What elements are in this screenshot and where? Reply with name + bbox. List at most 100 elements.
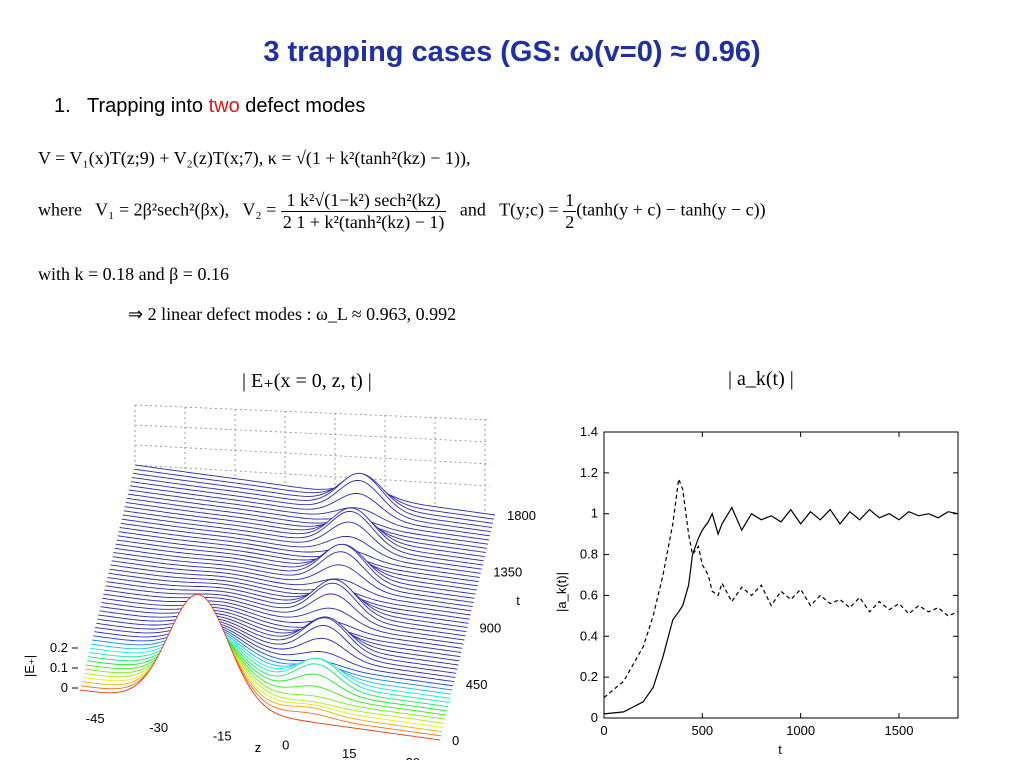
waterfall-line	[108, 572, 469, 624]
z-tick-label: -15	[213, 729, 232, 744]
waterfall-line	[81, 607, 443, 733]
waterfall-line	[95, 621, 456, 678]
t-numerator: 1	[563, 190, 577, 212]
waterfall-fill	[114, 544, 475, 599]
waterfall-line	[134, 464, 496, 516]
waterfall-fill	[117, 535, 478, 586]
equation-with-line: with k = 0.18 and β = 0.16	[38, 264, 229, 284]
y-tick-label: 1	[591, 506, 598, 521]
waterfall-line	[107, 577, 468, 628]
waterfall-line	[87, 625, 448, 712]
waterfall-fill	[119, 527, 480, 578]
bullet-text-before: Trapping into	[87, 95, 209, 117]
bullet-highlight: two	[208, 95, 240, 117]
waterfall-line	[111, 560, 472, 612]
z-tick-label: 30	[406, 755, 420, 760]
series-solid-line	[603, 506, 959, 715]
bullet-item: 1. Trapping into two defect modes	[54, 95, 365, 118]
right-plot-label: | a_k(t) |	[728, 368, 794, 390]
waterfall-line	[125, 502, 486, 553]
grid-line	[134, 404, 491, 421]
equation-result-line: ⇒ 2 linear defect modes : ω_L ≈ 0.963, 0…	[128, 304, 457, 324]
bullet-text-after: defect modes	[239, 95, 366, 117]
waterfall-line	[83, 613, 444, 728]
t-tick-label: 900	[480, 621, 502, 636]
series-dashed-line	[603, 478, 959, 699]
t-tick-label: 0	[452, 733, 459, 748]
slide-title: 3 trapping cases (GS: ω(v=0) ≈ 0.96)	[263, 36, 761, 68]
waterfall-line	[106, 578, 467, 633]
t-tick-label: 1350	[493, 564, 522, 579]
waterfall-fill	[113, 551, 474, 603]
t-rhs: (tanh(y + c) − tanh(y − c))	[576, 199, 766, 220]
and-label: and	[459, 199, 486, 220]
waterfall-line	[80, 601, 442, 737]
waterfall-line	[99, 610, 460, 662]
y-tick-label: 0	[591, 710, 598, 725]
chart-xlabel: t	[778, 742, 782, 757]
v1-formula: V₁ = 2β²sech²(βx),	[95, 199, 230, 220]
t-denominator: 2	[565, 212, 575, 232]
waterfall-line	[91, 626, 452, 695]
waterfall-line	[103, 593, 464, 645]
waterfall-line	[123, 507, 484, 562]
y-tick-label: 1.2	[580, 465, 598, 480]
waterfall-line	[105, 582, 466, 637]
t-tick-label: 1800	[507, 508, 536, 523]
waterfall-line	[109, 568, 470, 620]
waterfall-line	[96, 619, 457, 674]
waterfall-line	[104, 589, 465, 641]
waterfall-grid	[134, 404, 491, 514]
waterfall-line	[121, 518, 482, 570]
waterfall-line	[114, 543, 475, 599]
z-axis-label: z	[255, 740, 262, 755]
waterfall-line	[124, 506, 485, 558]
v2-fraction: 1 k²√(1−k²) sech²(kz) 2 1 + k²(tanh²(kz)…	[280, 190, 447, 233]
waterfall-line	[88, 626, 449, 708]
chart-ylabel: |a_k(t)|	[554, 572, 569, 612]
waterfall-line	[100, 606, 461, 658]
waterfall-plot: -45 -30 -15 0 15 30 z 0 450 900 1350 1800 t 0 0.1 0.2 |E…	[22, 404, 536, 760]
waterfall-line	[119, 527, 480, 578]
waterfall-line	[102, 597, 463, 649]
waterfall-line	[113, 551, 474, 603]
waterfall-line	[120, 522, 481, 574]
waterfall-fill	[120, 523, 481, 574]
waterfall-line	[97, 617, 458, 670]
waterfall-fill	[108, 573, 469, 624]
z-tick-label: -45	[86, 711, 105, 726]
y-tick-label: 0.4	[580, 628, 598, 643]
waterfall-line	[126, 497, 487, 549]
waterfall-line	[131, 472, 492, 528]
waterfall-line	[115, 543, 476, 595]
waterfall-line	[127, 493, 488, 545]
x-tick-label: 1500	[885, 723, 914, 738]
bullet-number: 1.	[54, 95, 71, 117]
waterfall-line	[86, 623, 447, 716]
v2-numerator: 1 k²√(1−k²) sech²(kz)	[280, 190, 447, 212]
waterfall-line	[84, 617, 445, 724]
waterfall-line	[98, 614, 459, 666]
z-tick-label: 0	[282, 737, 289, 752]
waterfall-line	[122, 510, 483, 566]
waterfall-fill	[130, 480, 491, 532]
grid-line	[134, 424, 491, 443]
e-axis-label: |E₊|	[22, 655, 37, 677]
waterfall-line	[93, 625, 454, 687]
line-chart: 0 500 1000 1500 0 0.2 0.4 0.6 0.8 1 1.2 1.4 t |a_k(…	[554, 424, 959, 757]
y-tick-label: 1.4	[580, 424, 598, 439]
waterfall-fill	[110, 565, 471, 615]
waterfall-fill	[122, 511, 483, 565]
t-tick-label: 450	[466, 677, 488, 692]
x-tick-label: 500	[691, 723, 713, 738]
e-tick-label: 0.1	[50, 660, 68, 675]
waterfall-line	[132, 472, 494, 524]
waterfall-line	[85, 620, 446, 720]
t-axis-label: t	[516, 593, 520, 608]
v2-denominator: 2 1 + k²(tanh²(kz) − 1)	[282, 212, 445, 232]
equation-line-1: V = V₁(x)T(z;9) + V₂(z)T(x;7), κ = √(1 +…	[38, 148, 471, 168]
t-fraction: 1 2	[563, 190, 577, 233]
x-tick-label: 0	[600, 723, 607, 738]
waterfall-lines	[79, 464, 496, 741]
chart-ticks: 0 500 1000 1500 0 0.2 0.4 0.6 0.8 1 1.2 1.4	[580, 424, 958, 738]
